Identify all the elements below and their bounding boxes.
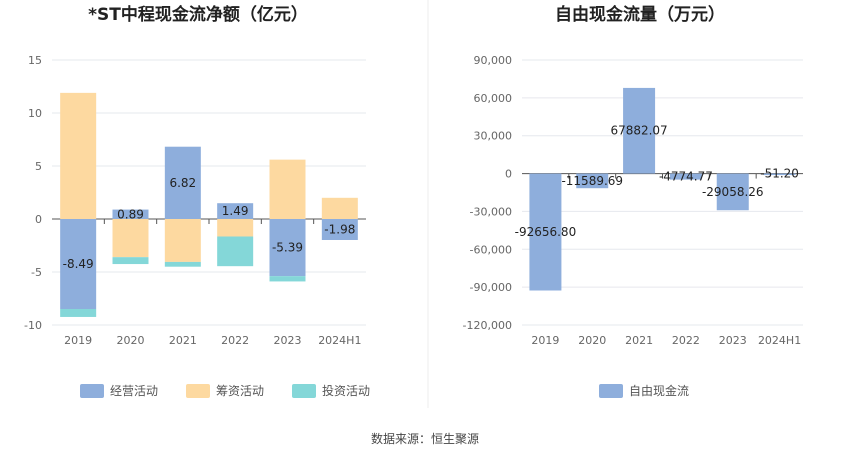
right-y-tick-label: 30,000 (474, 130, 513, 143)
left-x-tick-label: 2019 (64, 334, 92, 347)
left-bar-3 (60, 308, 97, 317)
left-y-tick-label: 10 (28, 107, 42, 120)
left-bar-1 (217, 203, 254, 219)
right-chart: 90,000 60,000 30,000 0 -30,000 -60,000 -90,000… (463, 54, 803, 347)
right-x-tick-label: 2023 (719, 334, 747, 347)
right-data-label: 67882.07 (610, 124, 667, 138)
left-data-label: -1.98 (324, 222, 355, 236)
right-y-tick-label: 0 (505, 168, 512, 181)
left-bar-2 (217, 219, 254, 237)
left-chart-title: *ST中程现金流净额（亿元） (88, 4, 308, 25)
left-bar-2 (269, 159, 306, 219)
left-legend-swatch (292, 384, 316, 398)
right-x-tick-label: 2019 (531, 334, 559, 347)
right-y-tick-label: 60,000 (474, 92, 513, 105)
right-data-label: -92656.80 (515, 225, 577, 239)
left-y-tick-label: -10 (24, 319, 42, 332)
right-y-tick-label: -120,000 (463, 319, 512, 332)
right-data-label: -51.20 (760, 167, 799, 181)
left-legend-label: 经营活动 (110, 384, 158, 398)
left-y-tick-label: 0 (35, 213, 42, 226)
left-x-tick-label: 2024H1 (318, 334, 361, 347)
left-y-tick-label: 15 (28, 54, 42, 67)
right-bar-1 (623, 87, 656, 174)
left-bar-3 (217, 236, 254, 267)
left-legend-label: 筹资活动 (216, 384, 264, 398)
right-y-tick-label: 90,000 (474, 54, 513, 67)
left-bar-1 (321, 219, 358, 240)
left-bar-2 (321, 197, 358, 219)
left-chart: 15 10 5 0 -5 -10 2019 2020 2021 2022 2023 2024H1 -8.… (24, 54, 366, 347)
right-bar-1 (576, 173, 609, 189)
left-data-label: 6.82 (169, 176, 196, 190)
right-x-tick-label: 2022 (672, 334, 700, 347)
right-data-label: -11589.69 (561, 174, 623, 188)
right-data-label: -29058.26 (702, 185, 764, 199)
left-bar-3 (269, 276, 306, 282)
source-note: 数据来源：恒生聚源 (371, 431, 479, 446)
right-bar-1 (763, 173, 796, 176)
left-y-tick-label: 5 (35, 160, 42, 173)
left-x-tick-label: 2020 (117, 334, 145, 347)
right-chart-title: 自由现金流量（万元） (555, 4, 725, 25)
right-y-tick-label: -30,000 (470, 205, 512, 218)
left-bar-1 (112, 209, 149, 219)
right-legend-label: 自由现金流 (629, 383, 689, 398)
left-legend-label: 投资活动 (322, 383, 370, 398)
left-legend: 经营活动 筹资活动 投资活动 (80, 383, 370, 398)
left-legend-swatch (186, 384, 210, 398)
left-x-tick-label: 2022 (221, 334, 249, 347)
left-bar-3 (112, 257, 149, 265)
right-x-tick-label: 2021 (625, 334, 653, 347)
left-data-label: -5.39 (272, 241, 303, 255)
right-x-tick-label: 2020 (578, 334, 606, 347)
left-legend-swatch (80, 384, 104, 398)
right-x-tick-label: 2024H1 (758, 334, 801, 347)
right-data-label: -4774.77 (659, 170, 713, 184)
left-data-label: 1.49 (222, 204, 249, 218)
left-x-tick-label: 2021 (169, 334, 197, 347)
right-legend-swatch (599, 384, 623, 398)
left-bar-1 (164, 146, 201, 219)
left-bar-3 (164, 261, 201, 267)
right-bar-1 (529, 173, 562, 291)
left-bar-1 (269, 219, 306, 277)
left-x-tick-label: 2023 (274, 334, 302, 347)
left-bar-2 (60, 92, 97, 219)
left-y-tick-label: -5 (31, 266, 42, 279)
right-bar-1 (716, 173, 749, 211)
right-legend: 自由现金流 (599, 383, 689, 398)
left-data-label: 0.89 (117, 207, 144, 221)
left-bar-1 (60, 219, 97, 309)
right-y-tick-label: -90,000 (470, 281, 512, 294)
right-y-tick-label: -60,000 (470, 243, 512, 256)
left-data-label: -8.49 (63, 257, 94, 271)
left-bar-2 (112, 219, 149, 258)
left-bar-2 (164, 219, 201, 262)
right-bar-1 (669, 173, 702, 180)
